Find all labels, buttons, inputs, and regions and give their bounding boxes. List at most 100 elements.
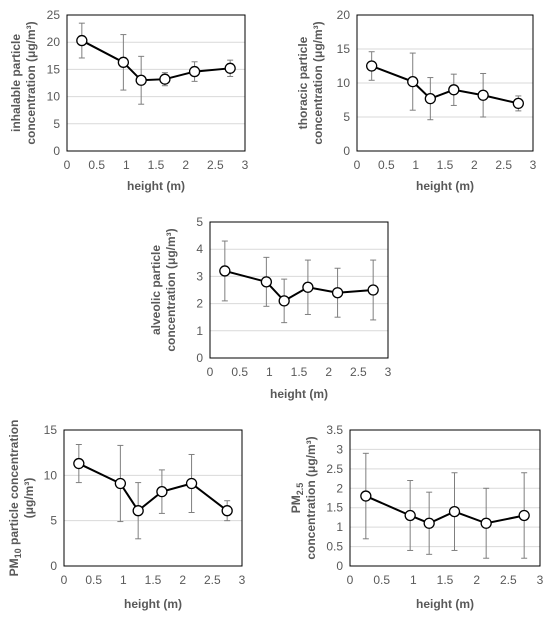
- chart-5: 0 0.5 1 1.5 2 2.5 3 3.5 0 0.5 1 1.5 2 2.5 3 height (m) P…: [289, 423, 544, 611]
- y-tick-label: 3.5: [326, 423, 343, 437]
- y-tick-label: 10: [47, 90, 61, 104]
- x-axis-title: height (m): [416, 597, 474, 611]
- x-tick-label: 0: [61, 573, 68, 587]
- data-point: [132, 505, 144, 517]
- y-axis-title: alveolic particle: [149, 245, 163, 335]
- data-point: [156, 486, 168, 498]
- x-tick-label: 1: [123, 158, 130, 172]
- data-point: [448, 84, 460, 96]
- y-tick-label: 15: [44, 423, 58, 437]
- x-tick-label: 2: [179, 573, 186, 587]
- data-point: [512, 97, 524, 110]
- x-tick-label: 1.5: [145, 573, 162, 587]
- x-tick-label: 0.5: [85, 573, 102, 587]
- x-tick-label: 1.5: [148, 158, 165, 172]
- x-tick-label: 2: [182, 158, 189, 172]
- data-point: [114, 477, 127, 490]
- series-line: [371, 65, 519, 105]
- y-tick-label: 5: [196, 215, 203, 229]
- y-axis-title: concentration (μg/m³): [24, 21, 38, 144]
- data-point: [73, 457, 85, 470]
- series-line: [81, 39, 231, 82]
- y-tick-label: 20: [47, 35, 61, 49]
- y-tick-label: 2: [196, 297, 203, 311]
- data-point: [423, 517, 435, 529]
- x-tick-label: 0.5: [373, 573, 390, 587]
- y-tick-label: 1: [336, 520, 343, 534]
- y-tick-label: 0: [50, 559, 57, 573]
- data-point: [480, 517, 492, 529]
- y-axis-title: concentration (μg/m³): [311, 21, 325, 144]
- y-tick-label: 5: [50, 514, 57, 528]
- y-tick-label: 1.5: [326, 501, 343, 515]
- y-tick-label: 0.5: [326, 540, 343, 554]
- data-point: [117, 56, 130, 68]
- plot-area: [63, 429, 243, 567]
- data-point: [366, 60, 378, 72]
- chart-4: 0 5 10 15 0 0.5 1 1.5 2 2.5 3 height (m) PM10 partic…: [7, 420, 246, 611]
- x-axis-title: height (m): [270, 387, 328, 401]
- data-point: [360, 490, 372, 502]
- x-tick-label: 2.5: [350, 365, 367, 379]
- x-tick-label: 3: [385, 365, 392, 379]
- x-tick-label: 0: [64, 158, 71, 172]
- y-tick-label: 20: [337, 8, 351, 22]
- y-axis-title: (μg/m³): [22, 478, 36, 519]
- x-tick-label: 2: [473, 573, 480, 587]
- x-tick-label: 1.5: [437, 158, 454, 172]
- data-point: [185, 477, 198, 490]
- x-tick-label: 0.5: [231, 365, 248, 379]
- y-tick-label: 15: [337, 42, 351, 56]
- y-tick-label: 25: [47, 8, 61, 22]
- x-tick-label: 2: [325, 365, 332, 379]
- x-tick-label: 2: [471, 158, 478, 172]
- x-tick-label: 3: [537, 573, 544, 587]
- data-point: [424, 92, 436, 105]
- x-axis-title: height (m): [127, 179, 185, 193]
- y-tick-label: 4: [196, 242, 203, 256]
- x-tick-label: 0.5: [88, 158, 105, 172]
- x-tick-label: 1.5: [437, 573, 454, 587]
- y-axis-title: concentration (μg/m³): [304, 436, 318, 559]
- y-tick-label: 10: [337, 76, 351, 90]
- data-point: [188, 65, 201, 78]
- x-tick-label: 0.5: [378, 158, 395, 172]
- series-line: [78, 462, 228, 513]
- x-tick-label: 0: [347, 573, 354, 587]
- x-tick-label: 1: [410, 573, 417, 587]
- data-point: [367, 284, 379, 296]
- y-tick-label: 5: [53, 117, 60, 131]
- x-tick-label: 3: [530, 158, 537, 172]
- plot-area: [349, 429, 541, 567]
- data-point: [477, 89, 489, 101]
- y-axis-title: concentration (μg/m³): [164, 228, 178, 351]
- x-tick-label: 1: [120, 573, 127, 587]
- data-point: [221, 505, 233, 517]
- chart-2: 0 5 10 15 20 0 0.5 1 1.5 2 2.5 3 height (m) thoracic …: [296, 8, 537, 193]
- x-tick-label: 3: [242, 158, 249, 172]
- series-line: [365, 495, 525, 525]
- data-point: [278, 295, 290, 307]
- x-tick-label: 1: [266, 365, 273, 379]
- data-point: [224, 62, 236, 74]
- data-point: [159, 73, 171, 85]
- x-tick-label: 2.5: [495, 158, 512, 172]
- x-axis-title: height (m): [416, 179, 474, 193]
- y-tick-label: 10: [44, 468, 58, 482]
- y-tick-label: 2.5: [326, 462, 343, 476]
- x-tick-label: 2.5: [204, 573, 221, 587]
- series-line: [224, 269, 374, 303]
- x-tick-label: 2.5: [207, 158, 224, 172]
- data-point: [260, 276, 273, 288]
- x-tick-label: 1: [412, 158, 419, 172]
- y-tick-label: 0: [343, 144, 350, 158]
- y-tick-label: 0: [53, 144, 60, 158]
- y-tick-label: 1: [196, 324, 203, 338]
- data-point: [404, 509, 416, 522]
- chart-3: 0 1 2 3 4 5 0 0.5 1 1.5 2 2.5 3 height (m) alveolic pa…: [149, 215, 392, 401]
- y-tick-label: 0: [336, 559, 343, 573]
- y-axis-title: PM2.5: [289, 483, 305, 514]
- x-tick-label: 0: [207, 365, 214, 379]
- data-point: [331, 287, 344, 299]
